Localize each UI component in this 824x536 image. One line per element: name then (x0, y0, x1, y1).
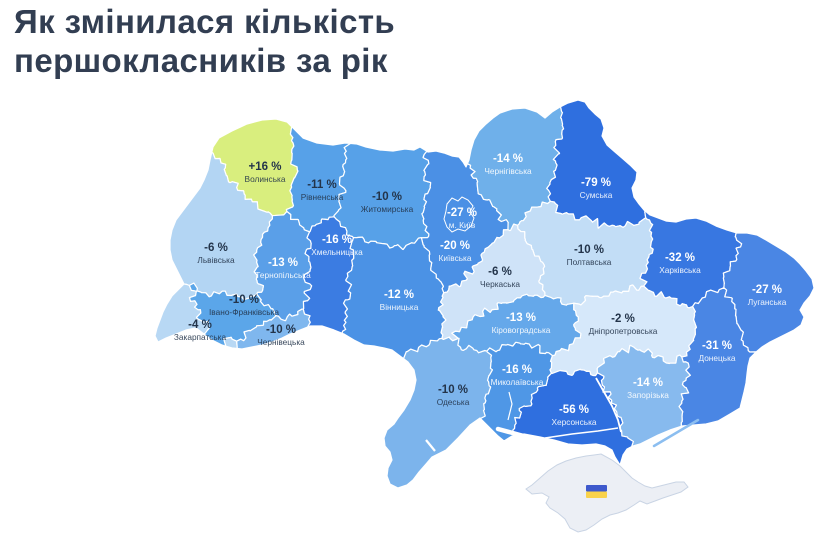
svg-text:-32 %: -32 % (665, 252, 695, 264)
svg-text:-31 %: -31 % (702, 340, 732, 352)
svg-text:Дніпропетровська: Дніпропетровська (589, 326, 658, 336)
svg-text:-20 %: -20 % (440, 240, 470, 252)
svg-text:Харківська: Харківська (659, 265, 701, 275)
svg-text:-79 %: -79 % (581, 177, 611, 189)
svg-text:Івано-Франківська: Івано-Франківська (209, 307, 279, 317)
svg-text:Чернівецька: Чернівецька (257, 337, 305, 347)
svg-text:-16 %: -16 % (322, 234, 352, 246)
svg-text:Житомирська: Житомирська (361, 204, 414, 214)
svg-text:Закарпатська: Закарпатська (174, 332, 227, 342)
svg-text:м. Київ: м. Київ (449, 220, 476, 230)
svg-text:Хмельницька: Хмельницька (311, 247, 363, 257)
svg-text:Київська: Київська (439, 253, 472, 263)
svg-text:-6 %: -6 % (488, 266, 512, 278)
svg-text:-2 %: -2 % (611, 313, 635, 325)
svg-text:Сумська: Сумська (580, 190, 613, 200)
svg-text:Донецька: Донецька (698, 353, 735, 363)
svg-text:-6 %: -6 % (204, 242, 228, 254)
svg-text:Луганська: Луганська (748, 297, 787, 307)
svg-text:-11 %: -11 % (307, 179, 336, 191)
svg-text:-14 %: -14 % (493, 153, 523, 165)
svg-text:Вінницька: Вінницька (380, 302, 419, 312)
svg-text:-10 %: -10 % (438, 384, 468, 396)
svg-text:-27 %: -27 % (447, 207, 477, 219)
svg-text:Черкаська: Черкаська (480, 279, 520, 289)
svg-text:Херсонська: Херсонська (551, 417, 596, 427)
svg-text:Львівська: Львівська (197, 255, 235, 265)
svg-text:Кіровоградська: Кіровоградська (492, 325, 551, 335)
svg-text:-27 %: -27 % (752, 284, 782, 296)
svg-text:-4 %: -4 % (188, 319, 212, 331)
svg-text:Одеська: Одеська (437, 397, 470, 407)
svg-text:Запорізька: Запорізька (627, 390, 669, 400)
svg-text:-12 %: -12 % (384, 289, 414, 301)
svg-text:-13 %: -13 % (506, 312, 536, 324)
svg-text:Тернопільська: Тернопільська (255, 270, 311, 280)
svg-text:Полтавська: Полтавська (567, 257, 612, 267)
svg-text:Рівненська: Рівненська (301, 192, 344, 202)
svg-text:-10 %: -10 % (266, 324, 296, 336)
svg-text:-10 %: -10 % (372, 191, 402, 203)
svg-text:-16 %: -16 % (502, 364, 532, 376)
svg-text:+16 %: +16 % (249, 161, 282, 173)
svg-text:Миколаївська: Миколаївська (491, 377, 544, 387)
svg-text:-13 %: -13 % (268, 257, 298, 269)
svg-text:Чернігівська: Чернігівська (484, 166, 532, 176)
svg-text:Волинська: Волинська (245, 174, 286, 184)
svg-text:-56 %: -56 % (559, 404, 589, 416)
svg-text:-10 %: -10 % (574, 244, 604, 256)
svg-text:-10 %: -10 % (229, 294, 259, 306)
svg-text:-14 %: -14 % (633, 377, 663, 389)
